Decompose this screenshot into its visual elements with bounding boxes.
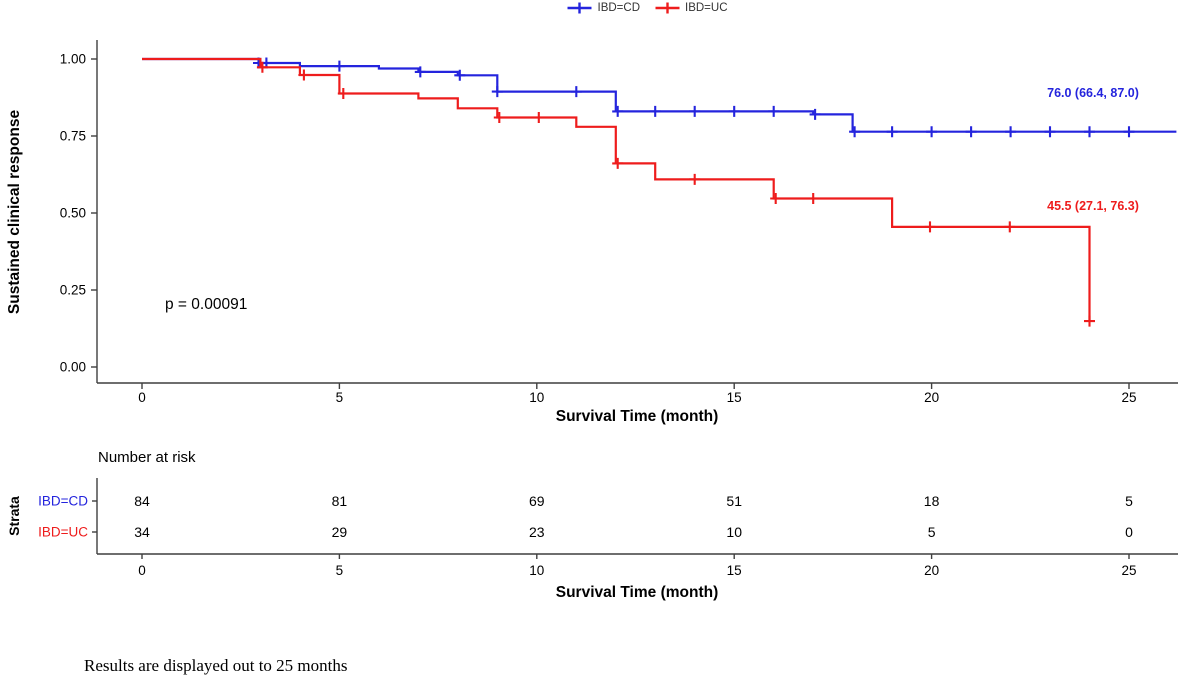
risk-count: 5 — [1125, 493, 1133, 509]
risk-count: 34 — [134, 524, 150, 540]
legend-item-cd: IBD=CD — [567, 1, 641, 15]
legend-label-cd: IBD=CD — [597, 2, 641, 14]
risk-count: 51 — [726, 493, 742, 509]
km-curve-IBD=CD — [142, 57, 1177, 133]
y-tick-label: 0.75 — [60, 129, 86, 144]
risk-count: 5 — [928, 524, 936, 540]
censor-plus-icon — [655, 2, 679, 14]
x-tick-label: 5 — [336, 390, 344, 405]
x-tick-label: 20 — [924, 390, 939, 405]
risk-x-tick-label: 10 — [529, 563, 544, 578]
risk-x-tick-label: 20 — [924, 563, 939, 578]
censor-marks-IBD=UC — [256, 61, 1095, 327]
km-plot-svg: 0.000.250.500.751.000 5 10 15 20 250 5 10 15 20 25… — [38, 40, 1178, 578]
x-tick-label: 15 — [727, 390, 742, 405]
y-tick-label: 0.50 — [60, 206, 86, 221]
risk-x-axis-title: Survival Time (month) — [555, 584, 719, 601]
risk-x-tick-label: 25 — [1121, 563, 1136, 578]
risk-row-label: IBD=CD — [38, 494, 88, 509]
risk-count: 23 — [529, 524, 545, 540]
strata-axis-label: Strata — [6, 496, 22, 536]
y-tick-label: 1.00 — [60, 52, 86, 67]
risk-count: 29 — [332, 524, 348, 540]
annotation-cd-estimate: 76.0 (66.4, 87.0) — [1047, 86, 1139, 100]
footnote: Results are displayed out to 25 months — [84, 656, 348, 675]
plot-axes — [96, 40, 1178, 384]
y-axis-title: Sustained clinical response — [6, 109, 23, 315]
risk-x-tick-label: 0 — [138, 563, 146, 578]
risk-count: 84 — [134, 493, 150, 509]
risk-count: 18 — [924, 493, 940, 509]
censor-plus-icon — [567, 2, 592, 14]
risk-count: 81 — [332, 493, 348, 509]
p-value-label: p = 0.00091 — [165, 296, 248, 313]
risk-count: 0 — [1125, 524, 1133, 540]
annotation-uc-estimate: 45.5 (27.1, 76.3) — [1047, 199, 1139, 213]
x-tick-label: 25 — [1121, 390, 1136, 405]
censor-marks-IBD=CD — [253, 57, 1135, 138]
risk-count: 10 — [726, 524, 742, 540]
risk-row-label: IBD=UC — [38, 525, 88, 540]
risk-table-title: Number at risk — [98, 449, 196, 466]
x-tick-label: 0 — [138, 390, 146, 405]
risk-count: 69 — [529, 493, 545, 509]
y-tick-label: 0.00 — [60, 360, 86, 375]
legend-label-uc: IBD=UC — [685, 2, 728, 14]
legend: IBD=CD IBD=UC — [567, 1, 728, 15]
x-tick-label: 10 — [529, 390, 544, 405]
legend-item-uc: IBD=UC — [654, 1, 728, 15]
risk-x-tick-label: 15 — [727, 563, 742, 578]
risk-table-axes — [96, 478, 1178, 555]
risk-x-tick-label: 5 — [336, 563, 344, 578]
x-axis-title: Survival Time (month) — [555, 408, 719, 425]
y-tick-label: 0.25 — [60, 283, 86, 298]
